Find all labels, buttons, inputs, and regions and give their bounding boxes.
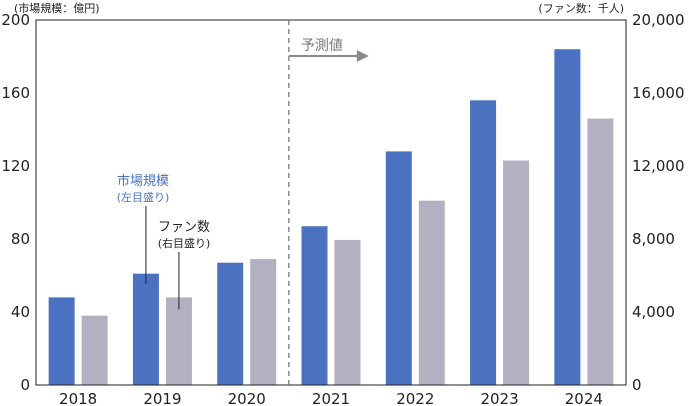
left-axis-ticks: 0 40 80 120 160 200 xyxy=(1,11,30,394)
forecast-arrow-icon xyxy=(356,50,369,62)
bar-market-size xyxy=(470,100,497,386)
x-tick-label: 2018 xyxy=(59,390,97,406)
x-axis-ticks: 2018 2019 2020 2021 2022 2023 2024 xyxy=(59,390,603,406)
right-axis-label: (ファン数：千人) xyxy=(538,2,624,15)
left-axis-label: (市場規模：億円) xyxy=(14,1,100,15)
bar-fan-count xyxy=(587,118,614,386)
left-tick-label: 80 xyxy=(11,230,30,248)
right-tick-label: 0 xyxy=(632,376,642,394)
bar-fan-count xyxy=(81,315,108,385)
right-series-annotation-note: (右目盛り) xyxy=(158,236,211,250)
x-tick-label: 2020 xyxy=(228,390,266,406)
left-tick-label: 40 xyxy=(11,303,30,321)
left-tick-label: 0 xyxy=(20,376,30,394)
right-tick-label: 16,000 xyxy=(632,84,685,102)
x-tick-label: 2023 xyxy=(480,390,518,406)
right-tick-label: 8,000 xyxy=(632,230,675,248)
x-tick-label: 2022 xyxy=(396,390,434,406)
left-series-annotation-title: 市場規模 xyxy=(117,173,169,189)
right-axis-ticks: 0 4,000 8,000 12,000 16,000 20,000 xyxy=(632,11,685,394)
right-series-annotation-title: ファン数 xyxy=(158,220,210,235)
left-tick-label: 120 xyxy=(1,157,30,175)
bar-market-size xyxy=(554,49,581,385)
bar-market-size xyxy=(132,273,159,385)
forecast-label: 予測値 xyxy=(301,38,343,54)
bar-fan-count xyxy=(250,259,277,385)
bar-market-size xyxy=(301,226,328,385)
bar-fan-count xyxy=(334,239,361,385)
right-tick-label: 20,000 xyxy=(632,11,685,29)
left-tick-label: 160 xyxy=(1,84,30,102)
bars xyxy=(48,49,614,386)
plot-frame xyxy=(35,19,627,386)
left-tick-label: 200 xyxy=(1,11,30,29)
right-tick-label: 12,000 xyxy=(632,157,685,175)
x-tick-label: 2024 xyxy=(565,390,603,406)
right-tick-label: 4,000 xyxy=(632,303,675,321)
left-series-annotation-note: (左目盛り) xyxy=(117,190,170,204)
bar-fan-count xyxy=(418,200,445,385)
x-tick-label: 2021 xyxy=(312,390,350,406)
x-tick-label: 2019 xyxy=(143,390,181,406)
bar-market-size xyxy=(217,262,244,385)
bar-market-size xyxy=(48,297,75,385)
bar-fan-count xyxy=(503,160,530,385)
bar-market-size xyxy=(385,151,412,385)
bar-fan-count xyxy=(165,297,192,385)
